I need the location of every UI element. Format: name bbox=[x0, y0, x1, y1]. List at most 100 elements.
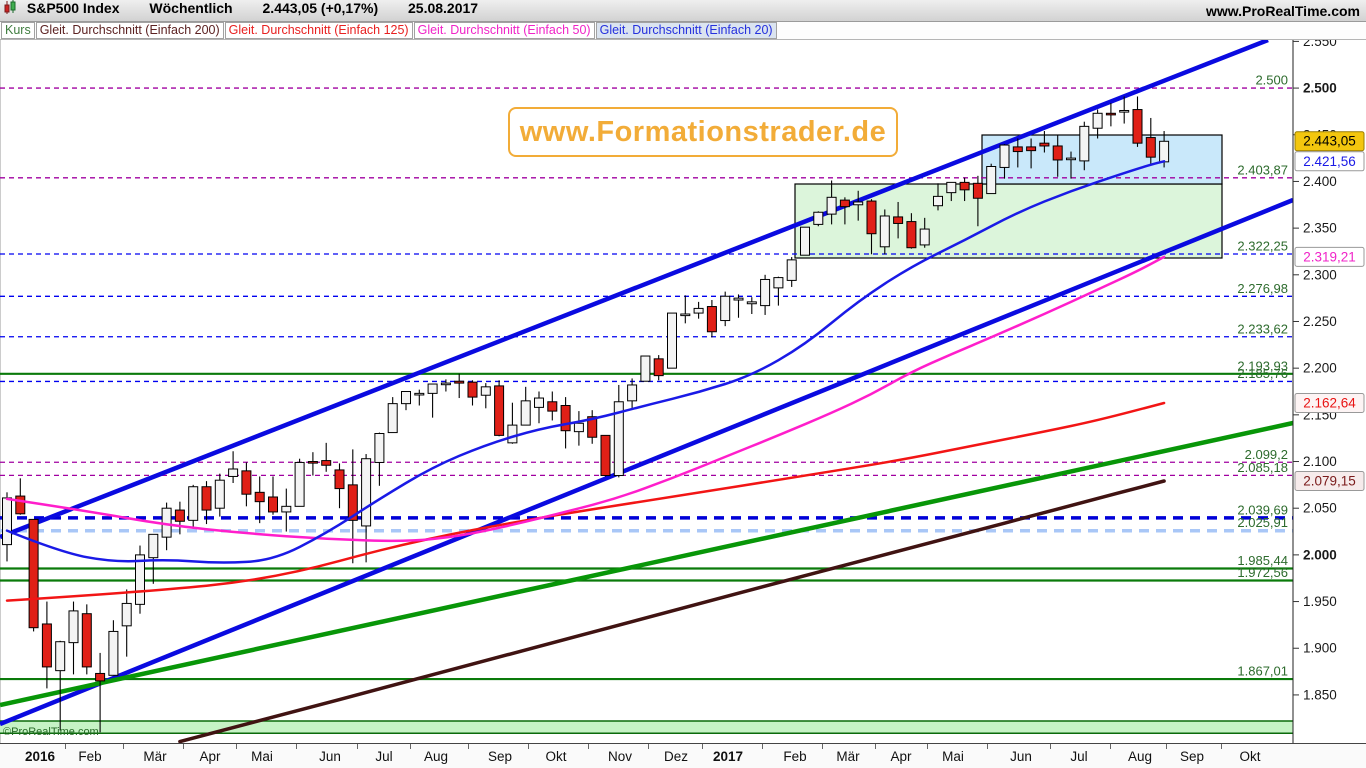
ma-line-ma20 bbox=[5, 160, 1166, 564]
candle bbox=[148, 533, 159, 559]
month-tick bbox=[528, 744, 529, 749]
candle bbox=[41, 623, 52, 668]
ma-line-ma200 bbox=[178, 479, 1166, 743]
candle bbox=[55, 641, 66, 672]
level-label: 2.039,69 bbox=[1237, 502, 1288, 517]
candle bbox=[773, 277, 784, 289]
price-tick-label: 1.850 bbox=[1303, 687, 1337, 702]
candle bbox=[334, 469, 345, 490]
price-tick-label: 1.900 bbox=[1303, 641, 1337, 656]
candle bbox=[919, 228, 930, 246]
candle bbox=[387, 403, 398, 434]
month-label: Nov bbox=[607, 749, 633, 764]
month-label: Feb bbox=[78, 749, 102, 764]
price-badge-value: 2.421,56 bbox=[1303, 154, 1356, 169]
price-badge bbox=[1294, 151, 1365, 172]
time-axis[interactable]: 2016 Feb Mär Apr Mai Jun Jul Aug Sep Okt Nov Dez 201… bbox=[0, 743, 1366, 768]
candle bbox=[800, 226, 810, 256]
legend-item-kurs[interactable]: Kurs bbox=[1, 22, 35, 39]
indicator-legend-bar: Kurs Gleit. Durchschnitt (Einfach 200) Gle… bbox=[0, 22, 1366, 40]
candle bbox=[307, 461, 318, 464]
legend-item-ma50[interactable]: Gleit. Durchschnitt (Einfach 50) bbox=[413, 22, 595, 39]
price-tick-label: 2.250 bbox=[1303, 314, 1337, 329]
month-label: Mai bbox=[942, 749, 964, 764]
candle bbox=[1132, 109, 1143, 144]
month-tick bbox=[702, 744, 703, 749]
month-tick bbox=[296, 744, 297, 749]
candle bbox=[427, 383, 438, 394]
legend-item-ma200[interactable]: Gleit. Durchschnitt (Einfach 200) bbox=[35, 22, 224, 39]
candle bbox=[494, 385, 505, 436]
candle bbox=[986, 166, 997, 195]
price-tick-label: 2.050 bbox=[1303, 501, 1337, 516]
candle bbox=[1159, 140, 1170, 163]
candle bbox=[467, 381, 478, 398]
month-label: 2016 bbox=[24, 749, 56, 764]
candle bbox=[600, 434, 611, 477]
last-price: 2.443,05 (+0,17%) bbox=[262, 0, 379, 16]
candle bbox=[294, 461, 305, 507]
candle bbox=[15, 495, 26, 515]
level-label: 2.233,62 bbox=[1237, 321, 1288, 336]
candle bbox=[693, 307, 704, 314]
candle bbox=[228, 468, 239, 477]
month-tick bbox=[987, 744, 988, 749]
month-label: Aug bbox=[423, 749, 449, 764]
level-label: 2.025,91 bbox=[1237, 515, 1288, 530]
price-badges: 2.443,05 2.421,56 2.319,21 2.162,64 2.079,15 bbox=[1294, 131, 1365, 491]
price-chart-canvas[interactable]: 2.500 2.403,87 2.322,25 2.276,98 2.233,62 2.1… bbox=[0, 40, 1366, 743]
legend-item-ma20[interactable]: Gleit. Durchschnitt (Einfach 20) bbox=[595, 22, 777, 39]
candles-layer bbox=[2, 96, 1170, 733]
candle bbox=[188, 486, 199, 521]
price-tick-label: 2.550 bbox=[1303, 40, 1337, 49]
channel-lower[interactable] bbox=[0, 197, 1294, 727]
candle bbox=[653, 358, 664, 377]
symbol-name: S&P500 Index bbox=[26, 0, 120, 16]
support-trend-green[interactable] bbox=[0, 420, 1294, 708]
legend-item-ma125[interactable]: Gleit. Durchschnitt (Einfach 125) bbox=[224, 22, 413, 39]
level-label: 2.500 bbox=[1255, 73, 1288, 88]
candle bbox=[667, 312, 677, 369]
month-label: Apr bbox=[890, 749, 912, 764]
price-tick-label: 2.400 bbox=[1303, 174, 1337, 189]
candle bbox=[813, 211, 824, 225]
candle bbox=[946, 181, 957, 194]
month-tick bbox=[822, 744, 823, 749]
candle bbox=[760, 278, 771, 307]
candle bbox=[121, 602, 132, 627]
price-badge bbox=[1294, 393, 1365, 414]
candle bbox=[959, 181, 970, 191]
candle bbox=[706, 306, 717, 333]
price-badge bbox=[1294, 131, 1365, 152]
month-tick bbox=[357, 744, 358, 749]
candle bbox=[933, 195, 943, 207]
channel-upper[interactable] bbox=[0, 40, 1269, 540]
candle bbox=[414, 392, 425, 396]
month-label: Apr bbox=[199, 749, 221, 764]
price-tick-label: 2.000 bbox=[1303, 547, 1337, 562]
month-label: Okt bbox=[1239, 749, 1261, 764]
candle bbox=[361, 458, 372, 527]
candle bbox=[640, 355, 651, 382]
candle bbox=[720, 295, 731, 322]
candle bbox=[1105, 112, 1116, 116]
month-tick bbox=[1166, 744, 1167, 749]
candle bbox=[1119, 109, 1130, 113]
candle bbox=[281, 505, 292, 513]
level-label: 2.193,93 bbox=[1237, 358, 1288, 373]
level-label: 1.972,56 bbox=[1237, 565, 1288, 580]
candle bbox=[587, 416, 598, 438]
candle bbox=[906, 221, 917, 249]
copyright-label: ©ProRealTime.com bbox=[3, 726, 99, 738]
candle bbox=[401, 391, 411, 405]
month-label: 2017 bbox=[712, 749, 744, 764]
candle bbox=[1012, 146, 1023, 153]
candle bbox=[81, 613, 92, 668]
candle bbox=[108, 630, 119, 676]
candle bbox=[786, 259, 797, 281]
month-tick bbox=[762, 744, 763, 749]
month-label: Sep bbox=[1179, 749, 1205, 764]
month-label: Mär bbox=[143, 749, 167, 764]
price-badge-value: 2.443,05 bbox=[1303, 134, 1356, 149]
price-badge-value: 2.319,21 bbox=[1303, 249, 1356, 264]
